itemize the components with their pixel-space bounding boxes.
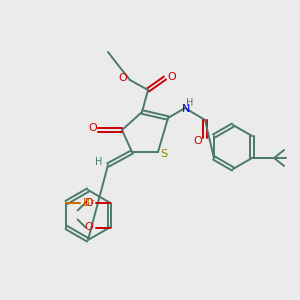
Text: S: S <box>160 149 168 159</box>
Text: H: H <box>95 157 103 167</box>
Text: N: N <box>182 104 190 114</box>
Text: H: H <box>186 98 194 108</box>
Text: O: O <box>88 123 98 133</box>
Text: O: O <box>118 73 127 83</box>
Text: O: O <box>84 223 93 232</box>
Text: O: O <box>168 72 176 82</box>
Text: Br: Br <box>82 199 94 208</box>
Text: O: O <box>84 197 93 208</box>
Text: O: O <box>194 136 202 146</box>
